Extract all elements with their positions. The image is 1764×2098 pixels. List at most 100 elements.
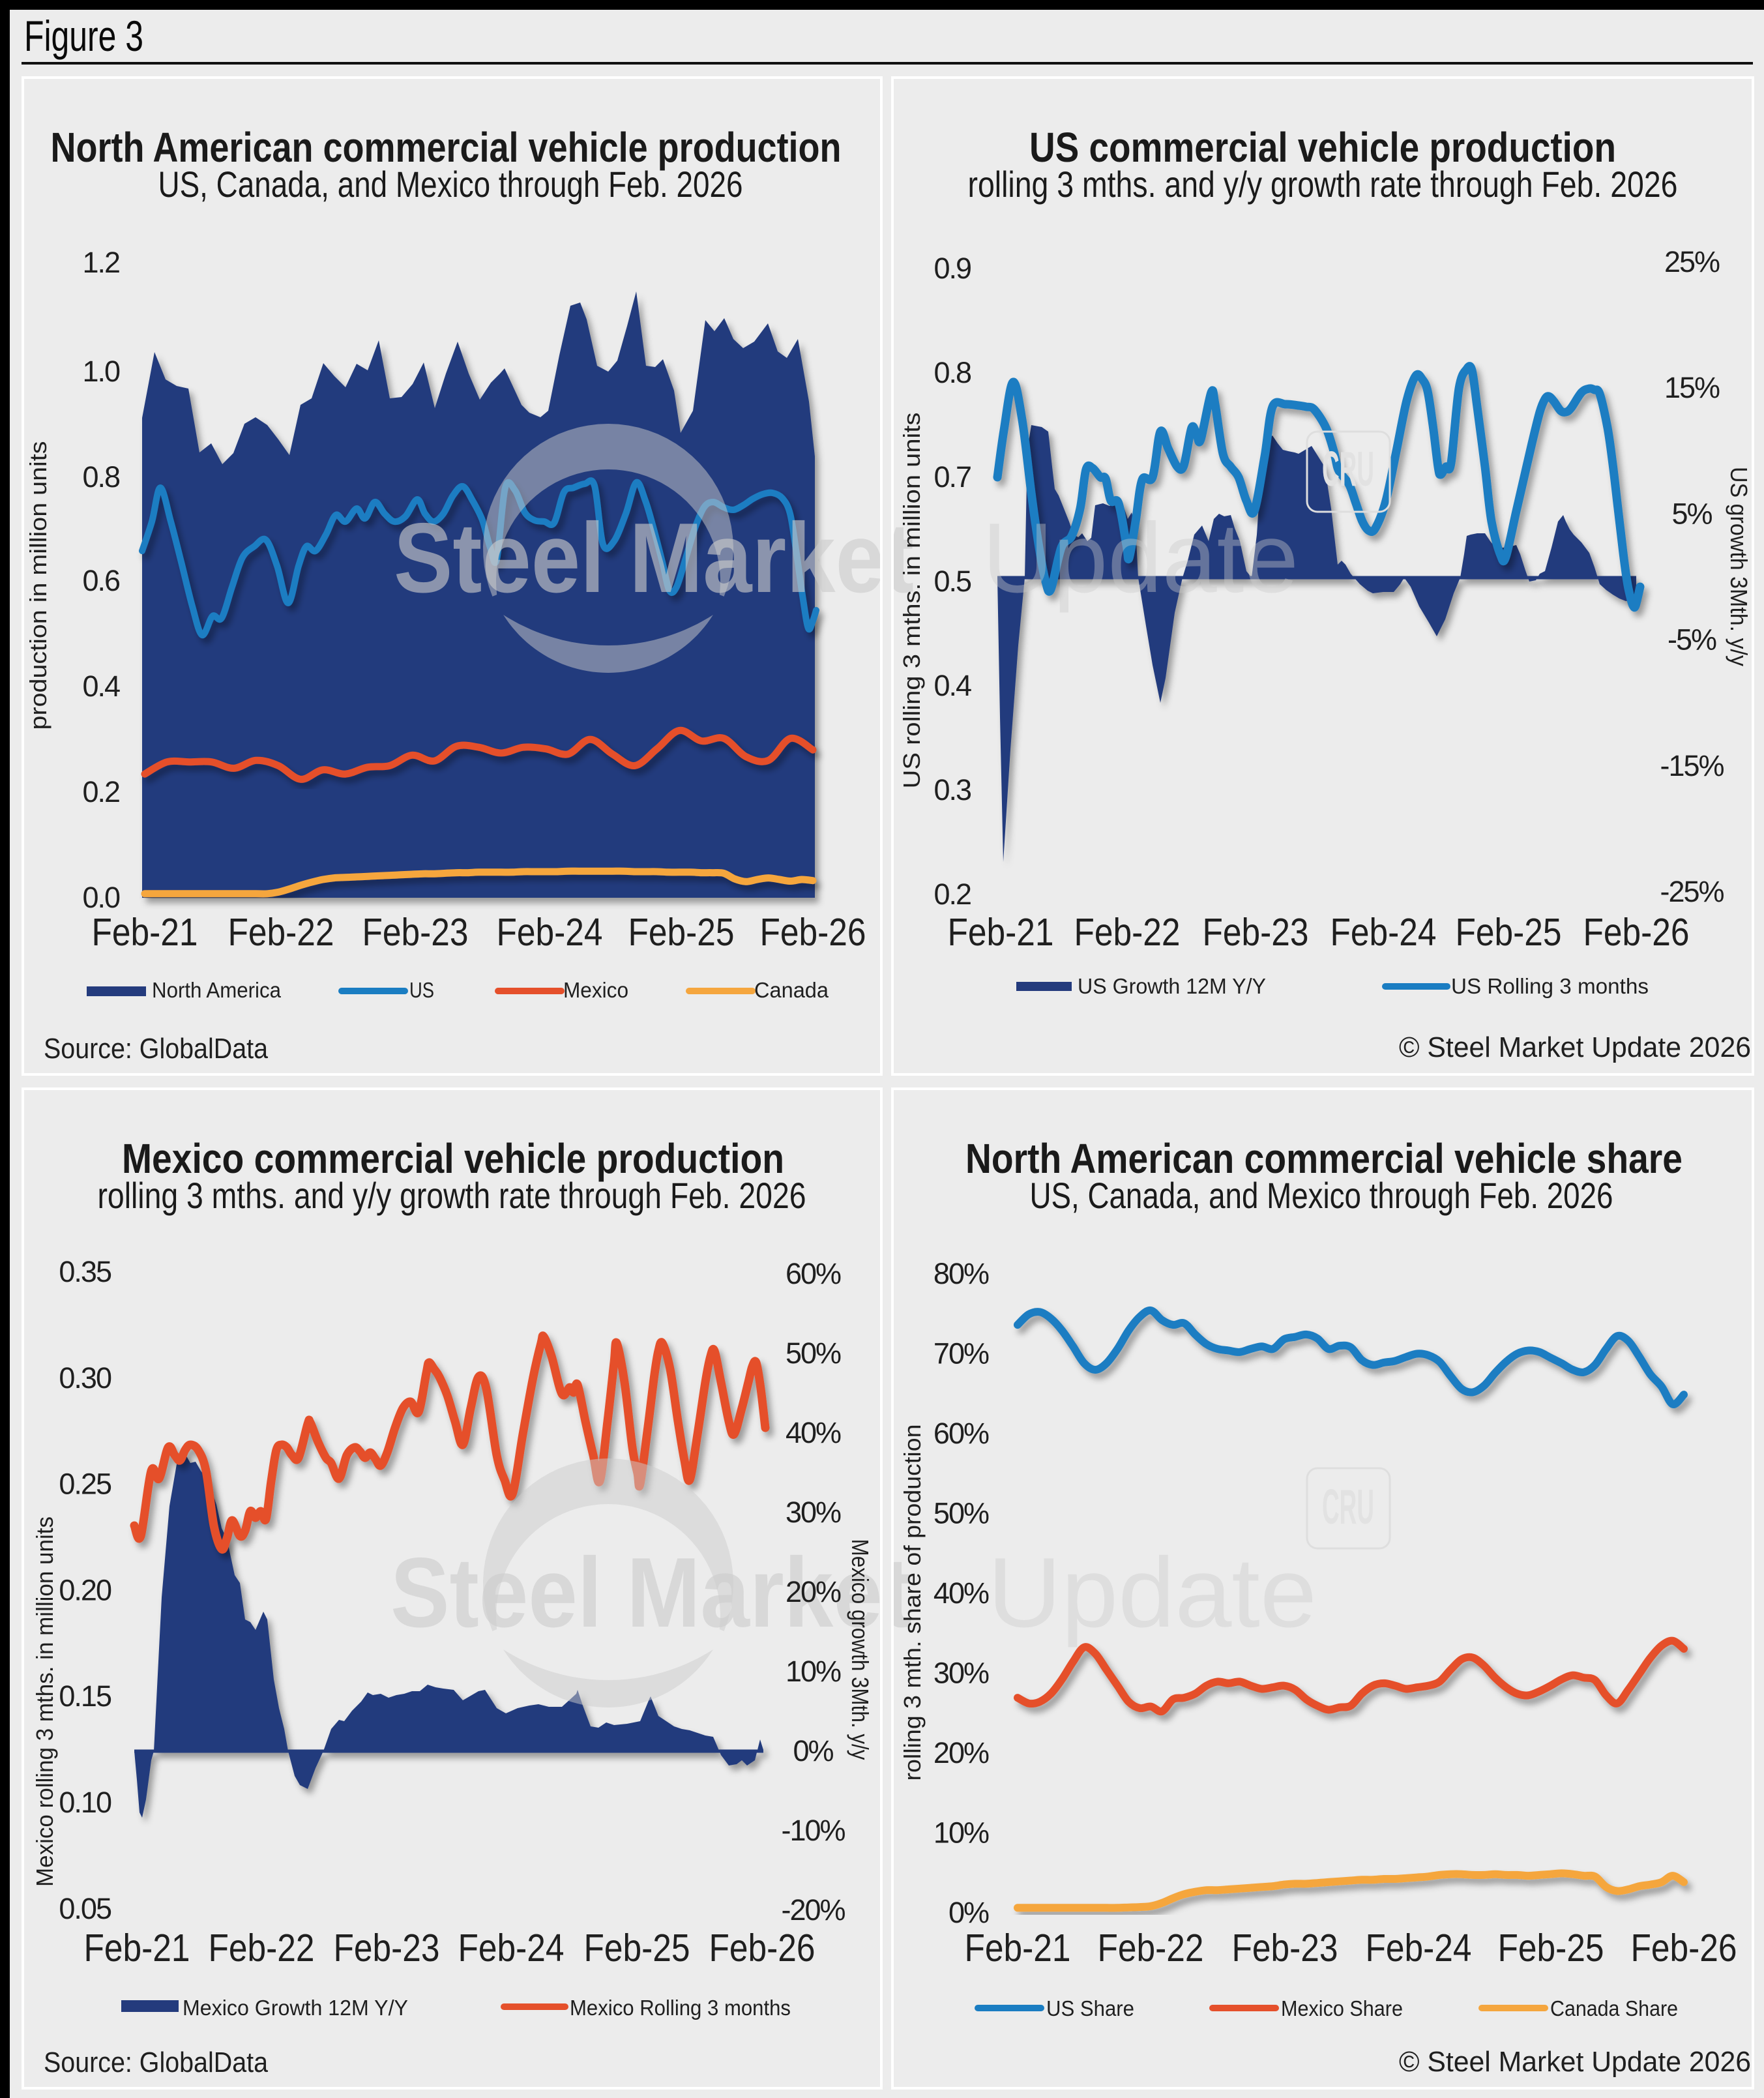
svg-text:Feb-21: Feb-21 [948,911,1054,954]
svg-text:Feb-26: Feb-26 [1583,911,1690,954]
svg-text:US: US [409,978,434,1002]
svg-text:1.0: 1.0 [82,355,120,388]
svg-text:50%: 50% [933,1497,989,1530]
svg-text:Feb-26: Feb-26 [760,911,866,954]
svg-text:40%: 40% [933,1576,989,1610]
svg-text:Steel Market: Steel Market [394,503,914,613]
svg-text:rolling 3 mths. and y/y growth: rolling 3 mths. and y/y growth rate thro… [98,1175,806,1216]
svg-text:Feb-24: Feb-24 [458,1927,565,1970]
svg-text:US commercial vehicle producti: US commercial vehicle production [1029,124,1616,171]
svg-text:US, Canada, and Mexico through: US, Canada, and Mexico through Feb. 2026 [1030,1175,1613,1216]
svg-text:Feb-26: Feb-26 [709,1927,816,1970]
svg-text:0.5: 0.5 [933,565,971,598]
svg-text:© Steel Market Update 2026: © Steel Market Update 2026 [1399,2046,1751,2078]
svg-text:30%: 30% [933,1657,989,1690]
svg-text:60%: 60% [786,1257,841,1290]
svg-text:Feb-21: Feb-21 [965,1927,1071,1970]
svg-text:0.2: 0.2 [82,775,119,808]
svg-text:© Steel Market Update 2026: © Steel Market Update 2026 [1399,1031,1751,1063]
svg-text:Mexico Growth 12M Y/Y: Mexico Growth 12M Y/Y [183,1996,408,2020]
svg-text:-5%: -5% [1668,623,1716,657]
svg-text:Source: GlobalData: Source: GlobalData [44,2046,268,2078]
svg-text:Feb-21: Feb-21 [92,911,198,954]
svg-text:0.4: 0.4 [933,669,971,702]
svg-text:Feb-22: Feb-22 [1074,911,1181,954]
svg-text:Canada: Canada [754,978,829,1002]
svg-text:0.4: 0.4 [82,670,120,703]
svg-text:Feb-23: Feb-23 [334,1927,440,1970]
svg-text:0.35: 0.35 [59,1255,111,1288]
svg-text:CRU: CRU [1322,441,1374,496]
svg-text:10%: 10% [786,1655,841,1688]
svg-text:Mexico commercial vehicle prod: Mexico commercial vehicle production [122,1135,784,1182]
svg-text:10%: 10% [933,1816,989,1850]
svg-text:Steel Market: Steel Market [390,1537,912,1648]
svg-text:Mexico Share: Mexico Share [1281,1996,1403,2020]
svg-text:Update: Update [982,503,1299,613]
svg-text:Mexico: Mexico [563,978,628,1002]
svg-text:Mexico growth 3Mth. y/y: Mexico growth 3Mth. y/y [847,1539,874,1760]
svg-text:US growth 3Mth. y/y: US growth 3Mth. y/y [1726,467,1752,666]
svg-text:0.8: 0.8 [933,356,971,389]
svg-text:20%: 20% [786,1575,841,1608]
svg-text:0.05: 0.05 [59,1892,111,1925]
svg-text:0.20: 0.20 [59,1573,111,1606]
svg-text:Feb-23: Feb-23 [1232,1927,1338,1970]
svg-text:0.15: 0.15 [59,1679,111,1713]
svg-text:Feb-22: Feb-22 [209,1927,315,1970]
svg-text:0.30: 0.30 [59,1361,111,1395]
svg-text:Feb-25: Feb-25 [628,911,735,954]
svg-text:80%: 80% [933,1257,989,1290]
svg-text:CRU: CRU [1322,1479,1374,1534]
svg-text:Feb-23: Feb-23 [1203,911,1309,954]
svg-text:rolling 3 mth. share of produc: rolling 3 mth. share of production [899,1425,926,1781]
svg-text:15%: 15% [1664,371,1720,404]
svg-text:Feb-22: Feb-22 [1098,1927,1204,1970]
svg-text:70%: 70% [933,1337,989,1370]
svg-text:Update: Update [988,1537,1317,1648]
svg-text:25%: 25% [1664,245,1720,278]
svg-text:0.0: 0.0 [82,881,120,914]
svg-text:-25%: -25% [1660,875,1724,908]
svg-text:Feb-25: Feb-25 [584,1927,690,1970]
svg-text:Feb-23: Feb-23 [362,911,469,954]
svg-text:Figure 3: Figure 3 [24,12,143,60]
svg-text:5%: 5% [1671,497,1712,530]
svg-text:Source: GlobalData: Source: GlobalData [44,1033,268,1065]
svg-text:Mexico rolling 3 mths. in mill: Mexico rolling 3 mths. in million units [31,1516,58,1887]
svg-text:-20%: -20% [781,1893,845,1927]
svg-text:0%: 0% [948,1896,989,1929]
svg-text:Feb-24: Feb-24 [1366,1927,1472,1970]
svg-text:0.3: 0.3 [933,773,971,806]
svg-text:Feb-22: Feb-22 [228,911,334,954]
svg-text:Canada Share: Canada Share [1550,1996,1678,2020]
svg-text:0.7: 0.7 [933,460,971,494]
svg-text:20%: 20% [933,1736,989,1769]
svg-text:1.2: 1.2 [82,246,119,279]
svg-text:North American commercial vehi: North American commercial vehicle share [965,1135,1683,1182]
svg-text:US Share: US Share [1046,1996,1134,2020]
svg-text:Feb-24: Feb-24 [497,911,603,954]
svg-text:North American commercial vehi: North American commercial vehicle produc… [51,124,842,171]
svg-text:production in million units: production in million units [25,441,51,730]
svg-text:Feb-25: Feb-25 [1456,911,1562,954]
svg-text:Feb-21: Feb-21 [84,1927,190,1970]
svg-text:0.10: 0.10 [59,1786,111,1819]
svg-text:60%: 60% [933,1417,989,1450]
svg-text:US Rolling 3 months: US Rolling 3 months [1451,974,1649,998]
svg-text:0.6: 0.6 [82,564,120,597]
svg-text:0.25: 0.25 [59,1468,111,1501]
svg-text:US rolling 3 mths. in million: US rolling 3 mths. in million units [898,413,925,789]
svg-text:30%: 30% [786,1496,841,1529]
svg-text:0.2: 0.2 [933,878,971,911]
svg-text:US Growth 12M Y/Y: US Growth 12M Y/Y [1078,974,1266,998]
svg-text:Feb-25: Feb-25 [1498,1927,1604,1970]
svg-text:North America: North America [152,978,282,1002]
svg-text:Feb-26: Feb-26 [1631,1927,1737,1970]
svg-text:-10%: -10% [781,1814,845,1847]
svg-text:0.8: 0.8 [82,460,120,494]
svg-text:rolling 3 mths. and y/y growth: rolling 3 mths. and y/y growth rate thro… [968,164,1678,205]
svg-text:Mexico Rolling 3 months: Mexico Rolling 3 months [570,1996,791,2020]
svg-text:US, Canada, and Mexico through: US, Canada, and Mexico through Feb. 2026 [158,164,743,205]
svg-text:40%: 40% [786,1416,841,1449]
